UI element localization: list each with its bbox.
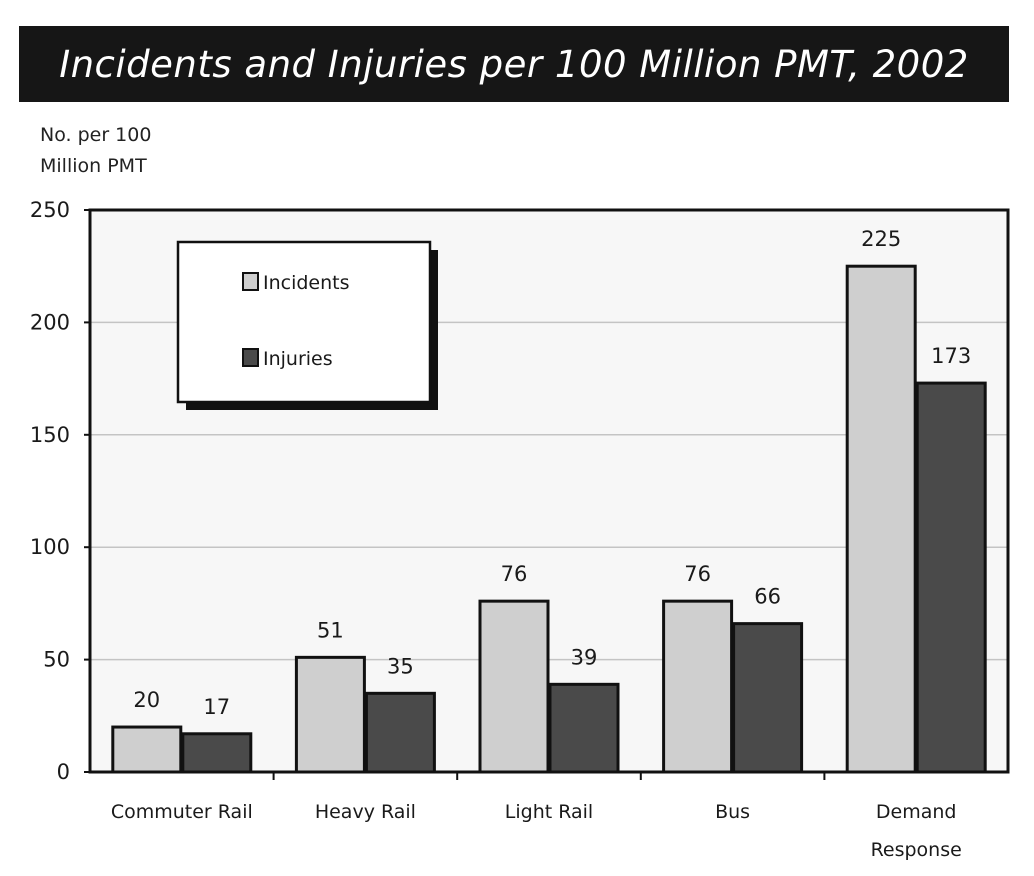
- y-tick-label: 0: [57, 760, 70, 784]
- data-label: 17: [203, 695, 230, 719]
- data-label: 35: [387, 654, 414, 678]
- x-category-label: Commuter Rail: [111, 801, 253, 823]
- data-label: 20: [133, 688, 160, 712]
- y-axis-label-line-2: Million PMT: [40, 155, 147, 177]
- bar-injuries: [364, 691, 436, 774]
- data-label: 173: [931, 344, 971, 368]
- x-category-label: Bus: [715, 801, 750, 823]
- y-tick-label: 250: [30, 198, 70, 222]
- bar-incidents: [111, 725, 183, 774]
- data-label: 66: [754, 585, 781, 609]
- legend-box: [176, 240, 432, 404]
- bar-injuries: [181, 732, 253, 774]
- chart-title-bar: Incidents and Injuries per 100 Million P…: [19, 26, 1009, 102]
- data-label: 76: [684, 562, 711, 586]
- bar-injuries: [732, 622, 804, 774]
- bar-incidents: [478, 599, 550, 774]
- bar-incidents: [294, 655, 366, 774]
- bar-injuries: [548, 682, 620, 774]
- bar-injuries: [915, 381, 987, 774]
- x-category-label: Light Rail: [505, 801, 593, 823]
- y-tick-label: 200: [30, 310, 70, 334]
- legend-label-injuries: Injuries: [263, 348, 333, 370]
- bar-incidents: [845, 264, 917, 774]
- data-label: 225: [861, 227, 901, 251]
- data-label: 39: [571, 645, 598, 669]
- y-tick-label: 50: [43, 648, 70, 672]
- y-tick-label: 150: [30, 423, 70, 447]
- x-category-label: Demand: [876, 801, 957, 823]
- legend-label-incidents: Incidents: [263, 272, 350, 294]
- x-category-label: Heavy Rail: [315, 801, 416, 823]
- bar-incidents: [662, 599, 734, 774]
- legend-swatch-incidents: [242, 272, 259, 291]
- legend-swatch-injuries: [242, 348, 259, 367]
- y-axis-label: No. per 100 Million PMT: [40, 120, 151, 182]
- chart-title: Incidents and Injuries per 100 Million P…: [59, 42, 969, 86]
- plot-frame: [88, 208, 1010, 774]
- data-label: 76: [501, 562, 528, 586]
- y-axis-label-line-1: No. per 100: [40, 124, 152, 146]
- y-tick-label: 100: [30, 535, 70, 559]
- x-category-label: Response: [871, 839, 962, 861]
- data-label: 51: [317, 618, 344, 642]
